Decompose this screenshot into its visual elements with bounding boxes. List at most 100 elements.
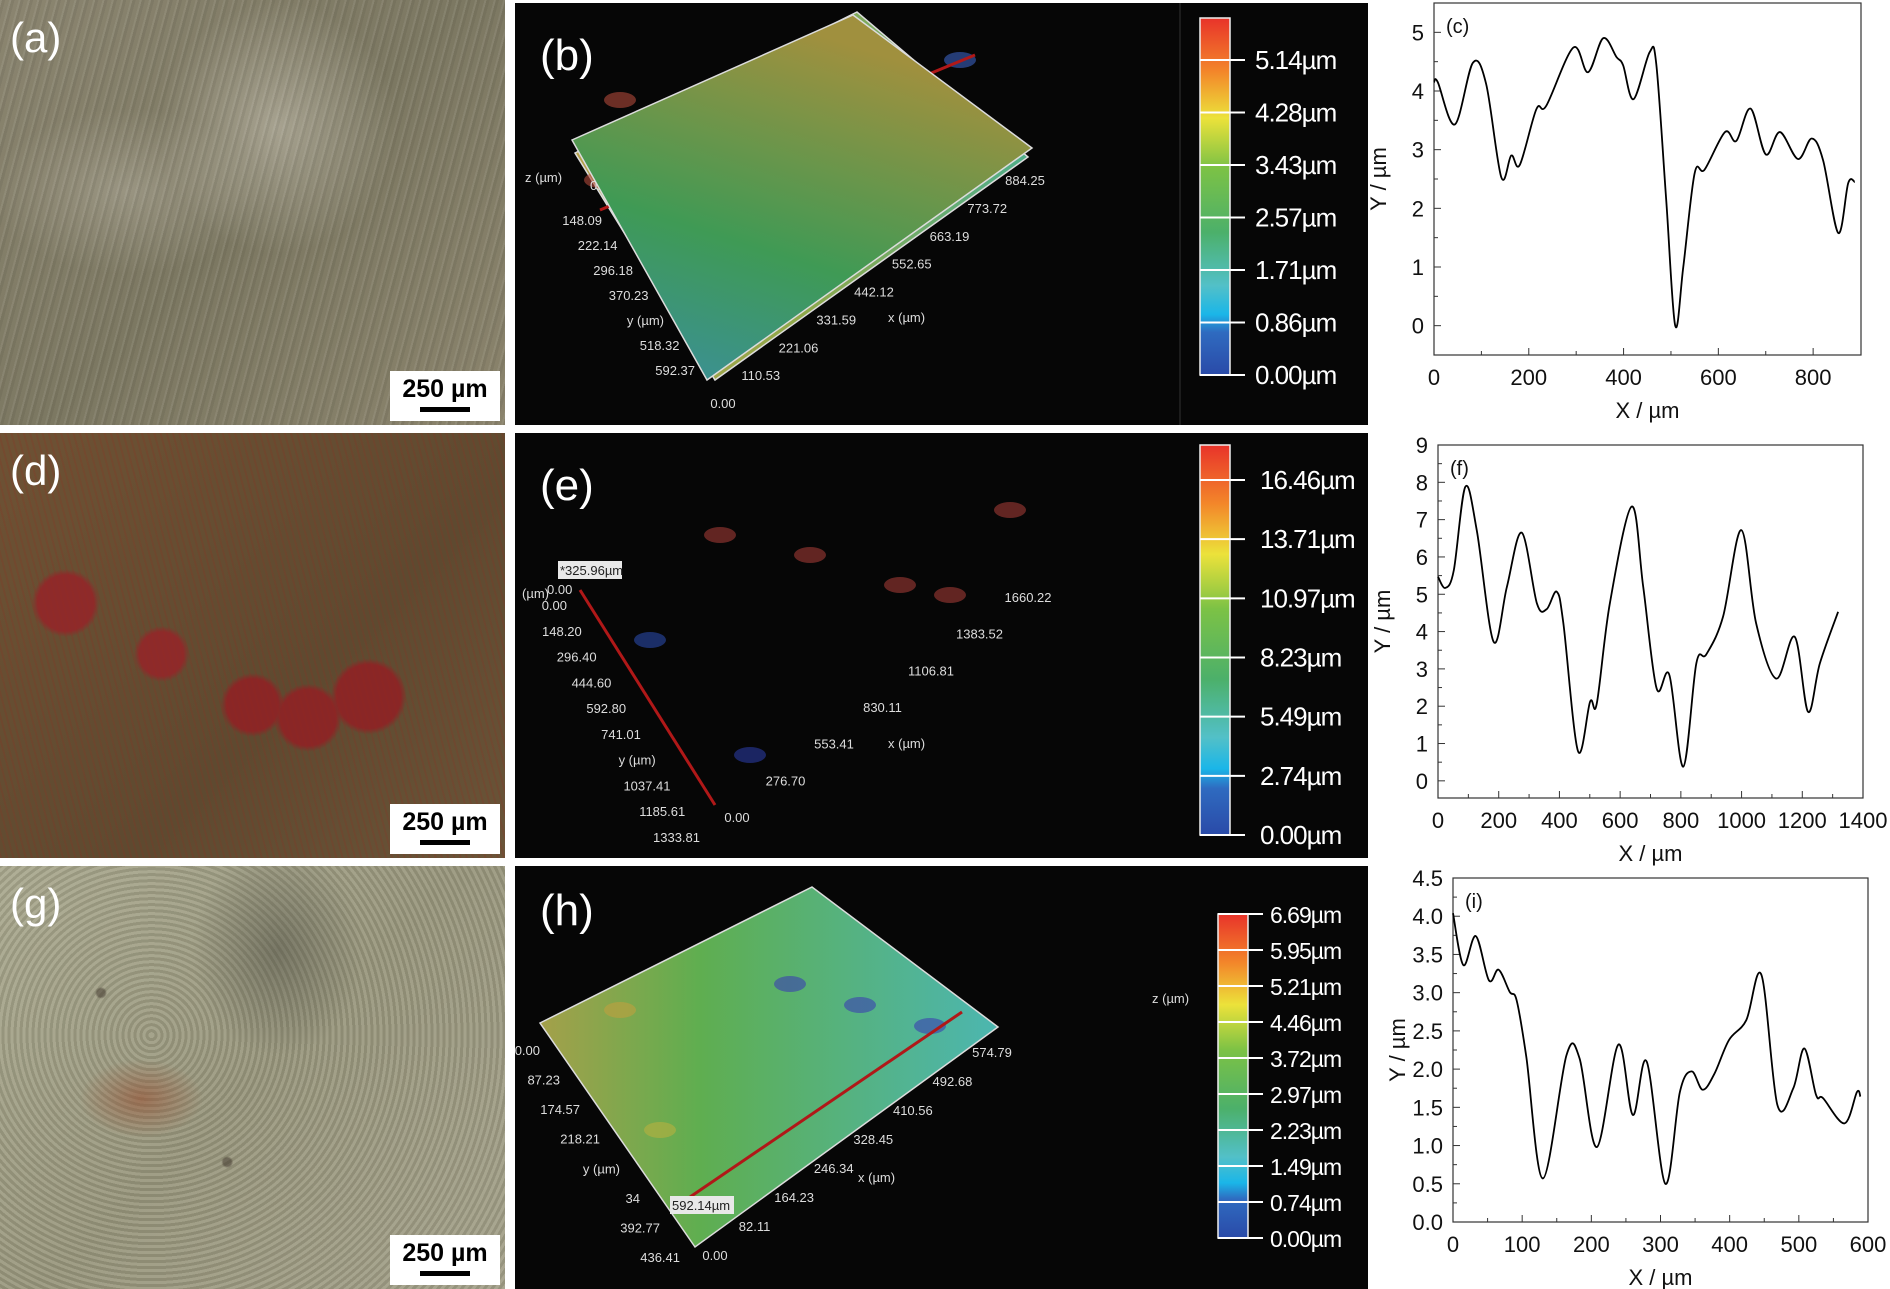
y-tick-label: 8 <box>1416 470 1428 495</box>
x-tick-label: 328.45 <box>853 1132 893 1147</box>
y-tick-label: 592.37 <box>655 363 695 378</box>
panel-label: (b) <box>540 31 594 80</box>
y-tick-label: 592.80 <box>586 701 626 716</box>
y-tick-label: 87.23 <box>527 1073 560 1088</box>
height-feature <box>774 976 806 992</box>
x-tick-label: 0.00 <box>724 810 749 825</box>
y-tick-label: y (µm) <box>583 1161 620 1176</box>
y-tick-label: 148.09 <box>562 213 602 228</box>
y-tick-label: y (µm) <box>627 313 664 328</box>
colorbar-label: 2.74µm <box>1260 761 1341 791</box>
y-tick-label: 370.23 <box>609 288 649 303</box>
x-tick-label: 600 <box>1602 808 1639 833</box>
y-tick-label: 5 <box>1416 582 1428 607</box>
panel-label: (f) <box>1450 458 1469 480</box>
z-tick-label: 0.00 <box>547 582 572 597</box>
marker-label: 592.14µm <box>672 1198 730 1213</box>
x-tick-label: 1106.81 <box>908 663 954 678</box>
scale-bar-label: 250 µm <box>402 808 488 836</box>
y-tick-label: 3.0 <box>1412 981 1443 1006</box>
x-tick-label: 200 <box>1510 365 1547 390</box>
y-tick-label: 296.18 <box>593 263 633 278</box>
x-tick-label: 0.00 <box>702 1248 727 1263</box>
y-tick-label: 444.60 <box>572 675 612 690</box>
height-feature <box>844 997 876 1013</box>
colorbar-label: 13.71µm <box>1260 524 1355 554</box>
x-tick-label: 0.00 <box>710 396 735 411</box>
x-tick-label: 1000 <box>1717 808 1766 833</box>
y-tick-label: 174.57 <box>540 1102 580 1117</box>
y-tick-label: 7 <box>1416 508 1428 533</box>
x-tick-label: 110.53 <box>741 368 780 383</box>
y-tick-label: 1185.61 <box>639 804 685 819</box>
y-axis-label: Y / µm <box>1385 1018 1410 1082</box>
colorbar-label: 16.46µm <box>1260 465 1355 495</box>
panel-label: (e) <box>540 461 594 510</box>
colorbar <box>1199 444 1231 836</box>
x-axis-label: X / µm <box>1615 398 1679 423</box>
x-tick-label: 800 <box>1662 808 1699 833</box>
height-profile-line <box>1433 37 1856 329</box>
colorbar-label: 2.23µm <box>1270 1118 1341 1144</box>
micrograph-a: (a) 250 µm <box>0 0 505 425</box>
colorbar-label: 3.43µm <box>1255 150 1336 180</box>
height-profile-line <box>1452 912 1862 1185</box>
colorbar-label: 6.69µm <box>1270 902 1341 928</box>
x-tick-label: 100 <box>1504 1232 1541 1257</box>
x-tick-label: 553.41 <box>814 737 854 752</box>
x-tick-label: 276.70 <box>766 773 806 788</box>
colorbar-label: 1.71µm <box>1255 255 1336 285</box>
height-feature <box>734 747 766 763</box>
y-tick-label: 2.5 <box>1412 1019 1443 1044</box>
height-map-surface <box>570 14 1034 382</box>
y-tick-label: 392.77 <box>620 1220 660 1235</box>
colorbar-label: 0.00µm <box>1255 360 1336 390</box>
x-tick-label: 663.19 <box>930 229 970 244</box>
y-tick-label: y (µm) <box>619 753 656 768</box>
y-tick-label: 3 <box>1412 138 1424 163</box>
scale-bar: 250 µm <box>390 1235 500 1285</box>
x-tick-label: 200 <box>1480 808 1517 833</box>
x-tick-label: 221.06 <box>779 340 819 355</box>
x-tick-label: 800 <box>1795 365 1832 390</box>
height-feature <box>934 587 966 603</box>
y-tick-label: 2.0 <box>1412 1057 1443 1082</box>
x-tick-label: 246.34 <box>814 1161 854 1176</box>
scale-bar: 250 µm <box>390 804 500 854</box>
x-tick-label: 1660.22 <box>1005 590 1052 605</box>
colorbar-label: 0.00µm <box>1260 820 1341 850</box>
profile-chart-f: 0 200 400 600 800 1000 1200 1400 0 1 2 3 4 5 6 7 8 9 X / µ… <box>1370 433 1887 866</box>
colorbar-label: 0.00µm <box>1270 1226 1341 1252</box>
y-tick-label: 4.0 <box>1412 904 1443 929</box>
panel-label: (i) <box>1465 891 1483 913</box>
colorbar-label: 1.49µm <box>1270 1154 1341 1180</box>
x-tick-label: 1400 <box>1839 808 1888 833</box>
x-tick-label: 400 <box>1541 808 1578 833</box>
profile-line <box>689 1010 963 1199</box>
y-tick-label: 296.40 <box>557 650 597 665</box>
x-tick-label: 574.79 <box>972 1045 1012 1060</box>
colorbar-label: 8.23µm <box>1260 643 1341 673</box>
x-tick-label: 0 <box>1432 808 1444 833</box>
x-axis-label: X / µm <box>1618 841 1682 866</box>
surface-plot-e: (e) 0.00 148.20 296.40 444.60 592.80 741.01 y (… <box>522 14 1356 850</box>
colorbar-label: 0.86µm <box>1255 308 1336 338</box>
y-tick-label: 4 <box>1416 620 1428 645</box>
height-feature <box>884 577 916 593</box>
y-axis-label: Y / µm <box>1366 147 1391 211</box>
z-axis-label: (µm) <box>522 586 549 601</box>
colorbar-label: 0.74µm <box>1270 1190 1341 1216</box>
y-axis-label: Y / µm <box>1370 590 1395 654</box>
y-tick-label: 741.01 <box>601 727 641 742</box>
height-profile-line <box>1437 484 1839 768</box>
x-tick-label: 400 <box>1711 1232 1748 1257</box>
colorbar-label: 4.28µm <box>1255 98 1336 128</box>
x-tick-label: 164.23 <box>774 1190 814 1205</box>
y-tick-label: 9 <box>1416 433 1428 458</box>
y-tick-label: 1333.81 <box>653 830 700 845</box>
height-feature <box>604 92 636 108</box>
x-tick-label: 1200 <box>1778 808 1827 833</box>
height-feature <box>634 632 666 648</box>
height-feature <box>604 1002 636 1018</box>
